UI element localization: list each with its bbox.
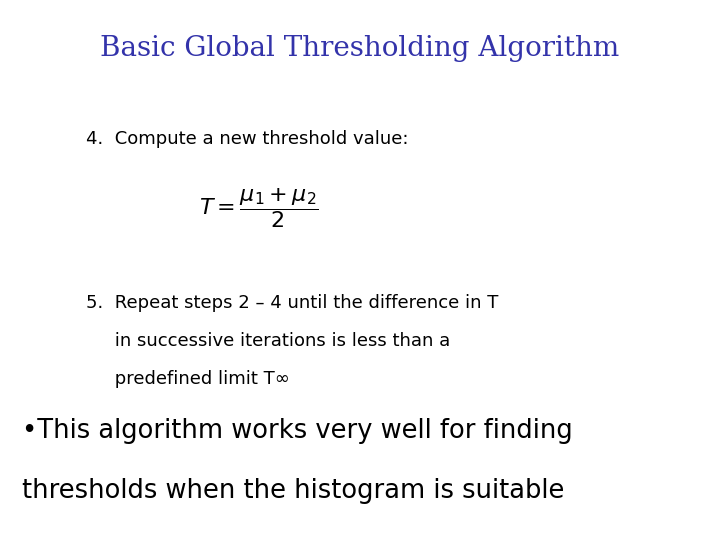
Text: thresholds when the histogram is suitable: thresholds when the histogram is suitabl… [22,478,564,504]
Text: 5.  Repeat steps 2 – 4 until the difference in T: 5. Repeat steps 2 – 4 until the differen… [86,294,499,312]
Text: predefined limit T∞: predefined limit T∞ [86,370,290,388]
Text: in successive iterations is less than a: in successive iterations is less than a [86,332,451,350]
Text: •This algorithm works very well for finding: •This algorithm works very well for find… [22,418,572,444]
Text: Basic Global Thresholding Algorithm: Basic Global Thresholding Algorithm [100,35,620,62]
Text: 4.  Compute a new threshold value:: 4. Compute a new threshold value: [86,130,409,147]
Text: $T = \dfrac{\mu_1 + \mu_2}{2}$: $T = \dfrac{\mu_1 + \mu_2}{2}$ [199,186,319,230]
